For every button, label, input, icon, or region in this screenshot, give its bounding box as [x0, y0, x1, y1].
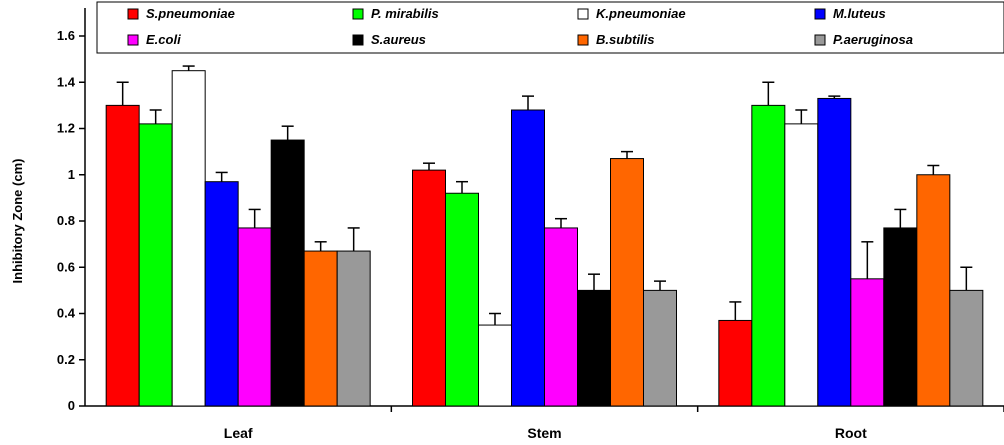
bar	[883, 227, 918, 407]
bar	[237, 227, 272, 407]
y-tick-label: 1.6	[57, 28, 75, 43]
bar	[478, 324, 512, 407]
legend-box	[96, 1, 1004, 54]
legend-label: B.subtilis	[596, 32, 655, 47]
legend-swatch	[577, 8, 589, 20]
legend-swatch	[127, 8, 139, 20]
legend-swatch	[352, 34, 364, 46]
bar	[817, 97, 852, 407]
bar	[610, 158, 644, 407]
legend-label: S.aureus	[371, 32, 426, 47]
bar	[138, 123, 173, 407]
bar	[303, 250, 338, 407]
bar	[511, 109, 545, 407]
legend-label: S.pneumoniae	[146, 6, 235, 21]
bar	[718, 319, 753, 407]
y-tick-label: 1.4	[57, 74, 76, 89]
bar	[171, 70, 206, 407]
legend-label: K.pneumoniae	[596, 6, 686, 21]
bar	[204, 181, 239, 407]
y-tick-label: 0	[68, 398, 75, 413]
bar	[916, 174, 951, 407]
category-label: Stem	[527, 425, 561, 441]
bar	[544, 227, 578, 407]
y-tick-label: 0.2	[57, 352, 75, 367]
bar	[105, 104, 140, 407]
y-tick-label: 0.6	[57, 259, 75, 274]
y-tick-label: 1	[68, 167, 75, 182]
bar	[751, 104, 786, 407]
bar	[445, 192, 479, 407]
bar	[336, 250, 371, 407]
y-tick-label: 0.4	[57, 306, 76, 321]
category-label: Root	[835, 425, 867, 441]
legend-label: E.coli	[146, 32, 181, 47]
y-tick-label: 1.2	[57, 121, 75, 136]
legend-label: M.luteus	[833, 6, 886, 21]
legend-swatch	[352, 8, 364, 20]
y-tick-label: 0.8	[57, 213, 75, 228]
legend-swatch	[577, 34, 589, 46]
bar	[577, 289, 611, 407]
legend-swatch	[814, 8, 826, 20]
bar	[643, 289, 677, 407]
bar	[412, 169, 446, 407]
legend: S.pneumoniae P. mirabilis K.pneumoniae M.lu…	[96, 1, 1004, 54]
bar	[850, 278, 885, 407]
bars	[105, 65, 984, 407]
bar	[949, 289, 984, 407]
bar	[784, 123, 819, 407]
legend-label: P. mirabilis	[371, 6, 439, 21]
y-axis-label: Inhibitory Zone (cm)	[10, 159, 25, 284]
bar	[270, 139, 305, 407]
legend-swatch	[127, 34, 139, 46]
legend-swatch	[814, 34, 826, 46]
legend-label: P.aeruginosa	[833, 32, 913, 47]
category-label: Leaf	[224, 425, 253, 441]
